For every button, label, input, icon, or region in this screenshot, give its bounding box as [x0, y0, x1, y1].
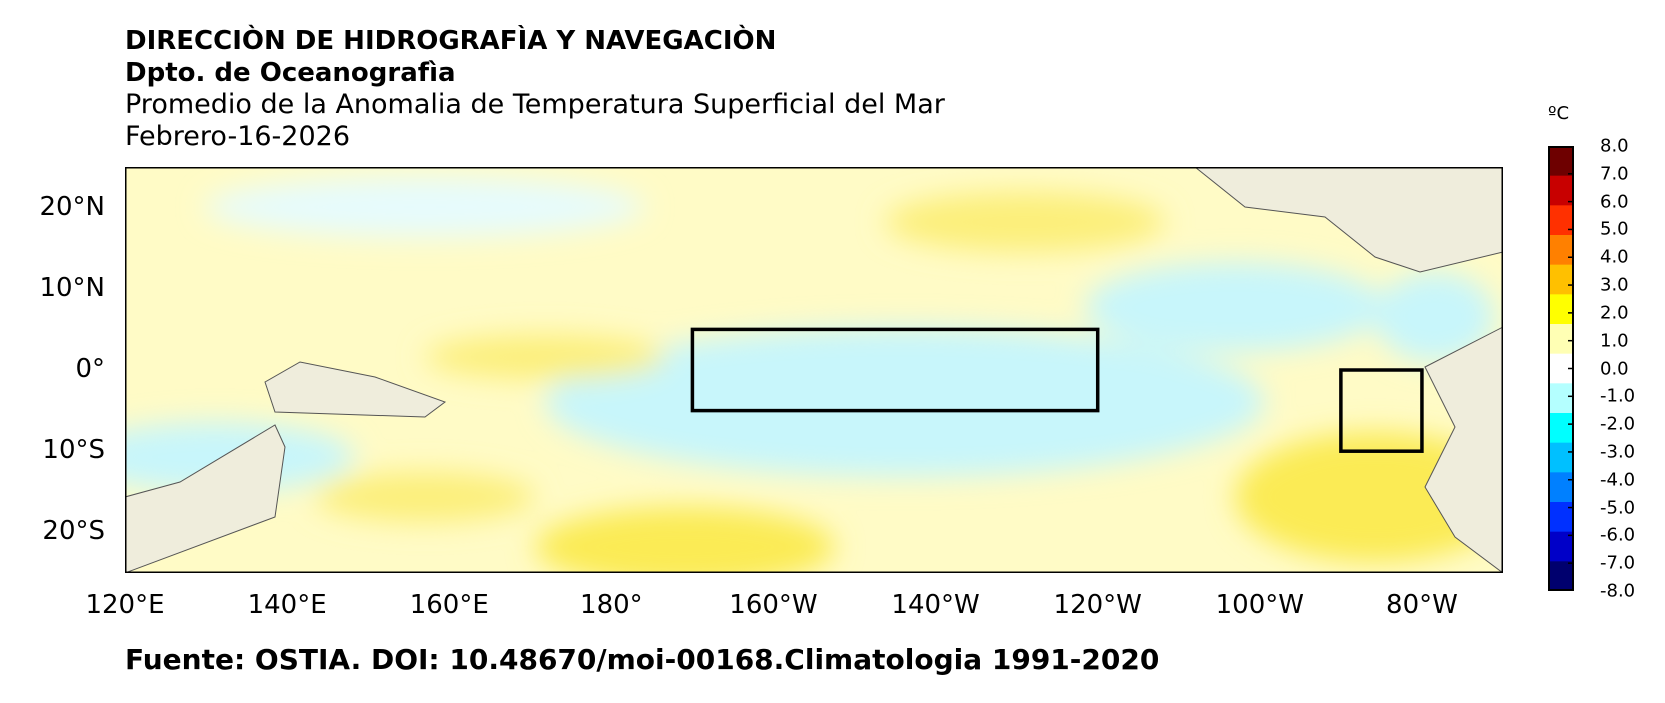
lon-label-5: 140°W	[891, 590, 980, 620]
colorbar-label-2: 6.0	[1600, 191, 1629, 213]
colorbar-segment-13	[1548, 531, 1574, 562]
colorbar-segment-9	[1548, 413, 1574, 444]
region-box-0	[690, 327, 1100, 413]
colorbar-segment-2	[1548, 205, 1574, 236]
colorbar-label-7: 1.0	[1600, 330, 1629, 352]
colorbar-segment-1	[1548, 175, 1574, 206]
colorbar-segment-3	[1548, 235, 1574, 266]
colorbar-label-0: 8.0	[1600, 135, 1629, 157]
lat-label-3: 10°S	[42, 435, 105, 466]
colorbar-label-10: -2.0	[1600, 413, 1636, 435]
colorbar-segment-11	[1548, 472, 1574, 503]
lat-label-1: 10°N	[39, 272, 105, 303]
colorbar-label-14: -6.0	[1600, 524, 1636, 546]
map-canvas	[75, 165, 1516, 587]
lon-label-3: 180°	[580, 590, 643, 620]
colorbar-segment-14	[1548, 561, 1574, 592]
colorbar-label-11: -3.0	[1600, 441, 1636, 463]
colorbar-label-12: -4.0	[1600, 469, 1636, 491]
colorbar-segment-0	[1548, 146, 1574, 177]
region-boxes	[690, 327, 1424, 453]
source-footer: Fuente: OSTIA. DOI: 10.48670/moi-00168.C…	[125, 643, 1160, 676]
colorbar-strip	[1548, 146, 1574, 592]
lat-label-4: 20°S	[42, 516, 105, 547]
region-box-1	[1339, 368, 1424, 453]
lon-label-1: 140°E	[247, 590, 327, 620]
colorbar-segment-12	[1548, 502, 1574, 533]
colorbar-label-1: 7.0	[1600, 163, 1629, 185]
institution-title: DIRECCIÒN DE HIDROGRAFÌA Y NAVEGACIÒN	[125, 26, 777, 56]
sst-anomaly-map	[75, 165, 1516, 587]
lon-label-4: 160°W	[729, 590, 818, 620]
colorbar-unit: ºC	[1548, 103, 1570, 124]
lat-label-0: 20°N	[39, 191, 105, 222]
colorbar-segment-4	[1548, 264, 1574, 295]
colorbar-segment-10	[1548, 442, 1574, 473]
lon-label-0: 120°E	[85, 590, 165, 620]
title-block: DIRECCIÒN DE HIDROGRAFÌA Y NAVEGACIÒN Dp…	[125, 25, 945, 153]
colorbar-segment-5	[1548, 294, 1574, 325]
colorbar-label-6: 2.0	[1600, 302, 1629, 324]
map-date: Febrero-16-2026	[125, 121, 351, 152]
colorbar-label-9: -1.0	[1600, 385, 1636, 407]
lon-label-8: 80°W	[1386, 590, 1458, 620]
colorbar-label-3: 5.0	[1600, 218, 1629, 240]
colorbar-label-16: -8.0	[1600, 580, 1636, 602]
lon-label-2: 160°E	[409, 590, 489, 620]
map-title: Promedio de la Anomalia de Temperatura S…	[125, 89, 945, 120]
colorbar-label-15: -7.0	[1600, 552, 1636, 574]
colorbar-label-13: -5.0	[1600, 497, 1636, 519]
colorbar-label-8: 0.0	[1600, 358, 1629, 379]
department-title: Dpto. de Oceanografìa	[125, 58, 456, 88]
colorbar-segment-8	[1548, 383, 1574, 414]
land-masses	[124, 166, 1516, 574]
colorbar-label-4: 4.0	[1600, 246, 1629, 268]
colorbar	[1548, 146, 1574, 595]
lon-label-6: 120°W	[1053, 590, 1142, 620]
colorbar-label-5: 3.0	[1600, 274, 1629, 296]
lon-label-7: 100°W	[1215, 590, 1304, 620]
lat-label-2: 0°	[75, 354, 105, 384]
colorbar-segment-6	[1548, 324, 1574, 355]
